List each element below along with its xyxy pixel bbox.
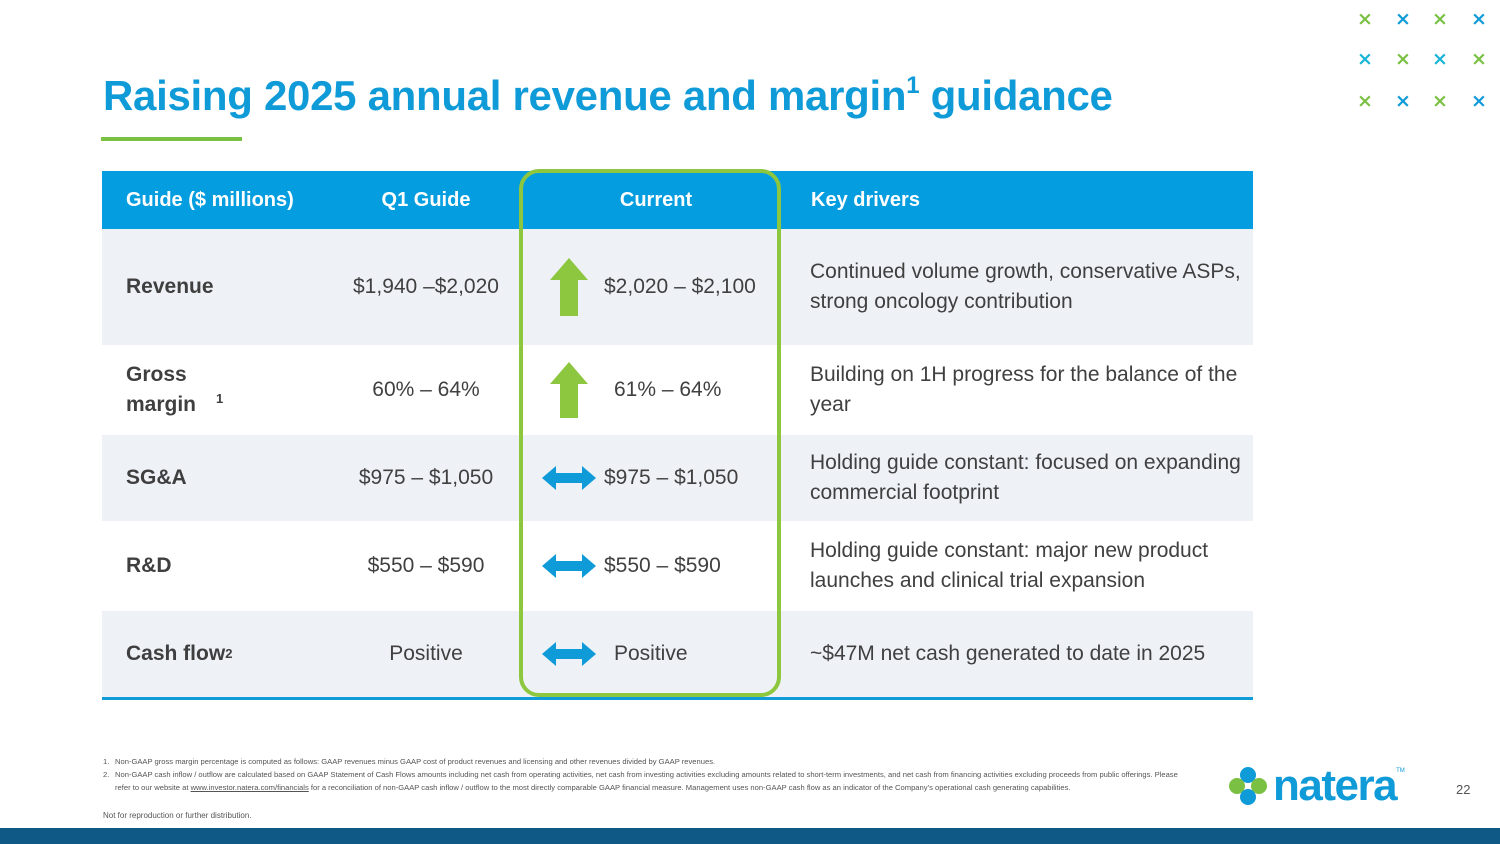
x-mark-icon: × <box>1357 90 1373 112</box>
trend-icon-cell <box>534 611 604 697</box>
row-q1-guide: 60% – 64% <box>372 378 480 401</box>
row-key-drivers: Building on 1H progress for the balance … <box>810 363 1238 416</box>
row-metric: SG&A <box>126 466 187 489</box>
row-metric: Revenue <box>126 275 214 298</box>
investor-financials-link[interactable]: www.investor.natera.com/financials <box>190 783 309 792</box>
row-q1-guide: $1,940 –$2,020 <box>353 275 499 298</box>
footnotes: 1. Non-GAAP gross margin percentage is co… <box>103 755 1183 794</box>
footnote-2: 2. Non-GAAP cash inflow / outflow are cal… <box>103 770 1178 792</box>
row-current: $975 – $1,050 <box>604 466 739 489</box>
logo-trademark: TM <box>1396 768 1405 774</box>
up-arrow-icon <box>550 362 588 418</box>
header-guide: Guide ($ millions) <box>126 189 294 211</box>
x-mark-icon: × <box>1471 90 1487 112</box>
row-current: 61% – 64% <box>614 378 722 401</box>
header-current: Current <box>619 189 693 211</box>
table-row-gross-margin: Gross margin 1 60% – 64% 61% – 64% Buildi… <box>102 345 1253 435</box>
x-mark-icon: × <box>1432 8 1448 30</box>
x-mark-icon: × <box>1395 90 1411 112</box>
x-mark-icon: × <box>1471 48 1487 70</box>
row-current: $2,020 – $2,100 <box>604 275 756 298</box>
current-column-highlight <box>519 169 781 697</box>
table-row-rd: R&D $550 – $590 $550 – $590 Holding guid… <box>102 521 1253 611</box>
table-row-cash-flow: Cash flow 2 Positive Positive ~$47M net c… <box>102 611 1253 697</box>
header-q1-guide: Q1 Guide <box>381 189 471 211</box>
trend-icon-cell <box>534 345 604 435</box>
footer-bar <box>0 828 1500 844</box>
row-current: Positive <box>614 642 688 665</box>
header-key-drivers: Key drivers <box>811 189 920 211</box>
row-key-drivers: Holding guide constant: focused on expan… <box>810 451 1241 504</box>
double-arrow-icon <box>542 554 596 578</box>
up-arrow-icon <box>550 258 588 316</box>
logo-wordmark: natera <box>1273 761 1398 810</box>
row-q1-guide: $975 – $1,050 <box>358 466 494 489</box>
trend-icon-cell <box>534 229 604 345</box>
title-underline <box>101 137 242 141</box>
row-metric: Cash flow 2 <box>126 642 233 665</box>
trend-icon-cell <box>534 521 604 611</box>
slide-title: Raising 2025 annual revenue and margin1 … <box>103 72 1113 119</box>
double-arrow-icon <box>542 642 596 666</box>
x-mark-icon: × <box>1432 48 1448 70</box>
x-mark-icon: × <box>1395 48 1411 70</box>
table-header: Guide ($ millions) Q1 Guide Current Key … <box>102 171 1253 229</box>
row-q1-guide: $550 – $590 <box>367 554 485 577</box>
guidance-table: Guide ($ millions) Q1 Guide Current Key … <box>102 171 1253 700</box>
table-row-sga: SG&A $975 – $1,050 $975 – $1,050 Holding… <box>102 435 1253 521</box>
x-mark-icon: × <box>1432 90 1448 112</box>
row-key-drivers: ~$47M net cash generated to date in 2025 <box>810 642 1206 665</box>
natera-logo-icon <box>1229 767 1267 805</box>
page-number: 22 <box>1456 782 1471 797</box>
row-metric: Gross margin 1 <box>126 363 224 416</box>
row-key-drivers: Continued volume growth, conservative AS… <box>810 260 1241 313</box>
decorative-x-pattern: × × × × × × × × × × × × <box>1347 6 1497 126</box>
x-mark-icon: × <box>1471 8 1487 30</box>
table-row-revenue: Revenue $1,940 –$2,020 $2,020 – $2,100 C… <box>102 229 1253 345</box>
x-mark-icon: × <box>1357 48 1373 70</box>
natera-logo: natera TM <box>1228 762 1405 810</box>
footnote-1: 1. Non-GAAP gross margin percentage is co… <box>103 757 716 766</box>
x-mark-icon: × <box>1357 8 1373 30</box>
trend-icon-cell <box>534 435 604 521</box>
row-current: $550 – $590 <box>604 554 721 577</box>
row-key-drivers: Holding guide constant: major new produc… <box>810 539 1209 592</box>
disclaimer: Not for reproduction or further distribu… <box>103 811 252 820</box>
row-metric: R&D <box>126 554 172 577</box>
row-q1-guide: Positive <box>389 642 463 665</box>
table-bottom-rule <box>102 697 1253 700</box>
x-mark-icon: × <box>1395 8 1411 30</box>
double-arrow-icon <box>542 466 596 490</box>
